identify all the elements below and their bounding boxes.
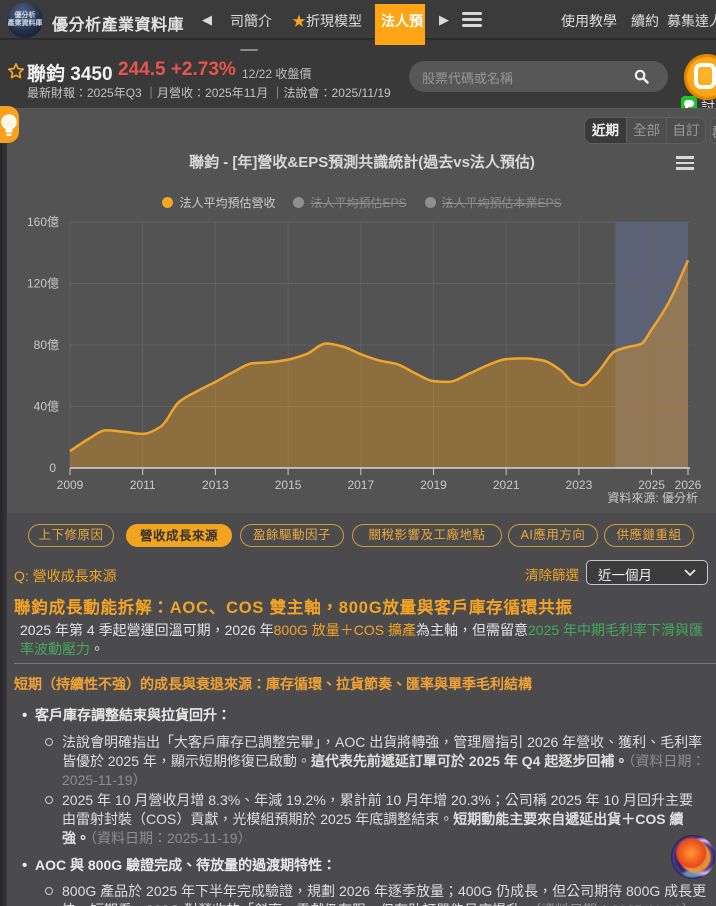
svg-text:2009: 2009 xyxy=(57,478,84,492)
svg-text:2021: 2021 xyxy=(493,478,520,492)
svg-text:2015: 2015 xyxy=(275,478,302,492)
svg-text:2026: 2026 xyxy=(675,478,702,492)
svg-text:80億: 80億 xyxy=(34,338,59,352)
svg-text:120億: 120億 xyxy=(27,277,59,291)
svg-text:2019: 2019 xyxy=(420,478,447,492)
svg-text:40億: 40億 xyxy=(34,400,59,414)
svg-text:0: 0 xyxy=(49,461,56,475)
svg-text:2013: 2013 xyxy=(202,478,229,492)
svg-text:2023: 2023 xyxy=(566,478,593,492)
svg-text:2025: 2025 xyxy=(638,478,665,492)
svg-text:2017: 2017 xyxy=(347,478,374,492)
svg-text:2011: 2011 xyxy=(130,478,156,492)
svg-text:160億: 160億 xyxy=(27,215,59,229)
